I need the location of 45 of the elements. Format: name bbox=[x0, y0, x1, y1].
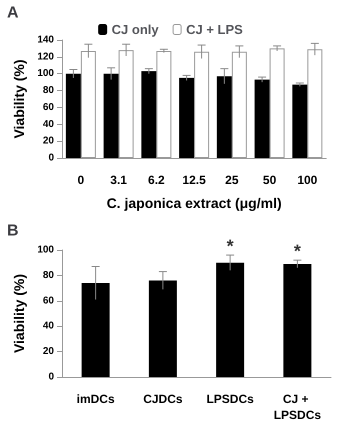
x-tick-label: 6.2 bbox=[148, 173, 166, 187]
y-tick-label: 0 bbox=[48, 152, 54, 164]
bar bbox=[283, 264, 312, 377]
y-tick-label: 0 bbox=[48, 372, 54, 382]
x-tick-label: 12.5 bbox=[182, 173, 206, 187]
x-axis-title: C. japonica extract (μg/ml) bbox=[106, 195, 282, 211]
x-tick-label: 0 bbox=[78, 173, 85, 187]
y-tick-label: 80 bbox=[42, 270, 54, 281]
y-tick-label: 60 bbox=[42, 295, 54, 306]
chart-title: B bbox=[7, 222, 19, 240]
chart-title: A bbox=[7, 4, 19, 22]
y-tick-label: 60 bbox=[42, 102, 54, 113]
legend-label: CJ + LPS bbox=[186, 22, 244, 37]
y-tick-label: 80 bbox=[42, 85, 54, 96]
bar bbox=[148, 280, 177, 377]
annotation: * bbox=[294, 241, 301, 262]
y-axis-title: Viability (%) bbox=[11, 59, 27, 139]
y-tick-label: 100 bbox=[37, 244, 54, 256]
bar bbox=[216, 76, 232, 158]
x-tick-label: CJDCs bbox=[143, 392, 183, 406]
bar bbox=[254, 80, 270, 158]
y-tick-label: 20 bbox=[42, 136, 54, 147]
x-tick-label: CJ + LPSDCs bbox=[274, 392, 322, 422]
annotation: * bbox=[226, 236, 234, 256]
bar bbox=[216, 262, 244, 377]
y-tick-label: 40 bbox=[42, 320, 54, 332]
y-tick-label: 120 bbox=[37, 51, 54, 62]
y-tick-label: 140 bbox=[37, 34, 54, 46]
x-tick-label: 50 bbox=[262, 173, 277, 187]
bar bbox=[292, 84, 308, 158]
legend-label: CJ only bbox=[112, 22, 160, 37]
y-axis-title: Viability (%) bbox=[11, 274, 27, 354]
bar bbox=[104, 74, 119, 158]
x-tick-label: 100 bbox=[297, 173, 318, 187]
y-tick-label: 20 bbox=[42, 346, 54, 358]
bar bbox=[82, 283, 110, 377]
bar bbox=[66, 74, 81, 158]
bar bbox=[179, 78, 194, 158]
x-tick-label: 25 bbox=[225, 173, 239, 187]
x-tick-label: imDCs bbox=[76, 392, 115, 406]
y-tick-label: 40 bbox=[42, 118, 54, 130]
bar bbox=[141, 71, 156, 158]
x-tick-label: LPSDCs bbox=[206, 392, 254, 406]
y-tick-label: 100 bbox=[37, 68, 54, 80]
x-tick-label: 3.1 bbox=[110, 173, 128, 187]
